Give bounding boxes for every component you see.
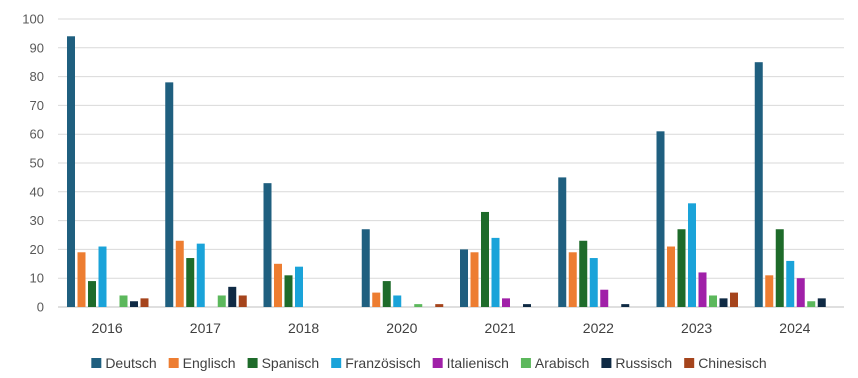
bar-spanisch-2016 <box>88 281 96 307</box>
legend-item: Französisch <box>331 355 421 371</box>
bar-französisch-2023 <box>688 203 696 307</box>
bar-chinesisch-2023 <box>730 292 738 307</box>
x-tick-label: 2024 <box>779 320 810 336</box>
bar-deutsch-2023 <box>656 131 665 307</box>
legend-item: Russisch <box>601 355 672 371</box>
bar-englisch-2017 <box>175 240 184 307</box>
bar-deutsch-2022 <box>558 177 567 307</box>
legend-label: Deutsch <box>105 355 156 371</box>
x-tick-label: 2017 <box>190 320 221 336</box>
bar-englisch-2021 <box>470 252 479 307</box>
bar-deutsch-2018 <box>263 183 272 307</box>
bar-englisch-2016 <box>77 252 86 307</box>
legend-label: Italienisch <box>447 355 509 371</box>
bar-russisch-2016 <box>130 301 138 307</box>
y-tick-label: 30 <box>30 213 44 228</box>
legend-swatch <box>520 358 531 368</box>
legend-label: Englisch <box>183 355 236 371</box>
bar-chinesisch-2017 <box>238 295 247 307</box>
bar-russisch-2024 <box>817 298 826 307</box>
bar-französisch-2016 <box>98 246 107 307</box>
legend-label: Französisch <box>345 355 420 371</box>
bar-englisch-2018 <box>274 263 282 307</box>
legend-label: Arabisch <box>535 355 589 371</box>
bar-deutsch-2021 <box>460 249 468 307</box>
legend-swatch <box>601 358 612 368</box>
bar-russisch-2023 <box>719 298 728 307</box>
legend-item: Arabisch <box>520 355 589 371</box>
bar-englisch-2023 <box>667 246 675 307</box>
bar-deutsch-2016 <box>67 36 75 307</box>
x-tick-label: 2023 <box>681 320 712 336</box>
bar-spanisch-2021 <box>481 211 489 307</box>
y-tick-label: 40 <box>30 184 44 199</box>
bar-deutsch-2017 <box>165 82 174 307</box>
bar-französisch-2020 <box>393 295 402 307</box>
bars <box>67 36 826 308</box>
y-tick-label: 60 <box>30 127 44 142</box>
bar-italienisch-2023 <box>698 272 707 307</box>
bar-französisch-2021 <box>491 237 500 307</box>
bar-deutsch-2024 <box>754 62 763 308</box>
bar-arabisch-2016 <box>119 295 128 307</box>
y-tick-label: 20 <box>30 242 44 257</box>
y-tick-label: 100 <box>22 12 44 27</box>
x-tick-label: 2016 <box>92 320 123 336</box>
bar-spanisch-2023 <box>677 229 686 307</box>
bar-russisch-2021 <box>523 304 531 307</box>
bar-arabisch-2024 <box>807 301 816 307</box>
bar-arabisch-2023 <box>709 295 717 307</box>
bar-arabisch-2020 <box>414 304 423 307</box>
bar-italienisch-2022 <box>600 289 609 307</box>
bar-russisch-2022 <box>621 304 630 307</box>
legend-label: Chinesisch <box>698 355 766 371</box>
bar-französisch-2024 <box>786 260 795 307</box>
bar-deutsch-2020 <box>361 229 370 307</box>
bar-spanisch-2024 <box>775 229 784 307</box>
legend-swatch <box>432 358 443 368</box>
x-axis-ticks: 2016 2017 2018 2020 2021 2022 2023 2024 <box>92 320 811 336</box>
y-tick-label: 0 <box>37 300 44 315</box>
legend-swatch <box>684 358 695 368</box>
x-tick-label: 2018 <box>288 320 319 336</box>
bar-englisch-2022 <box>568 252 577 307</box>
bar-chinesisch-2020 <box>435 304 444 307</box>
y-axis-ticks: 0 10 20 30 40 50 60 70 80 90 100 <box>22 12 44 315</box>
y-tick-label: 70 <box>30 98 44 113</box>
bar-russisch-2017 <box>228 286 237 307</box>
legend-item: Chinesisch <box>684 355 767 371</box>
bar-spanisch-2017 <box>186 258 195 307</box>
y-tick-label: 10 <box>30 271 44 286</box>
y-tick-label: 80 <box>30 69 44 84</box>
legend-item: Italienisch <box>432 355 509 371</box>
bar-englisch-2024 <box>765 275 774 307</box>
bar-englisch-2020 <box>372 292 381 307</box>
bar-französisch-2022 <box>589 258 598 307</box>
legend: Deutsch Englisch Spanisch Französisch Italie… <box>91 355 767 371</box>
bar-arabisch-2017 <box>217 295 226 307</box>
bar-spanisch-2020 <box>382 281 391 307</box>
legend-swatch <box>91 358 102 368</box>
bar-italienisch-2024 <box>796 278 805 307</box>
bar-spanisch-2022 <box>579 240 588 307</box>
bar-spanisch-2018 <box>284 275 293 307</box>
legend-swatch <box>331 358 342 368</box>
bar-französisch-2017 <box>196 243 205 307</box>
legend-item: Englisch <box>168 355 236 371</box>
legend-item: Deutsch <box>91 355 157 371</box>
y-tick-label: 90 <box>30 40 44 55</box>
y-tick-label: 50 <box>30 156 44 171</box>
x-tick-label: 2020 <box>386 320 417 336</box>
bar-französisch-2018 <box>295 266 303 307</box>
x-tick-label: 2022 <box>583 320 614 336</box>
legend-item: Spanisch <box>247 355 320 371</box>
legend-swatch <box>168 358 179 368</box>
x-tick-label: 2021 <box>485 320 516 336</box>
legend-swatch <box>247 358 258 368</box>
legend-label: Russisch <box>615 355 672 371</box>
legend-label: Spanisch <box>262 355 320 371</box>
bar-italienisch-2021 <box>502 298 510 307</box>
bar-chinesisch-2016 <box>140 298 149 307</box>
